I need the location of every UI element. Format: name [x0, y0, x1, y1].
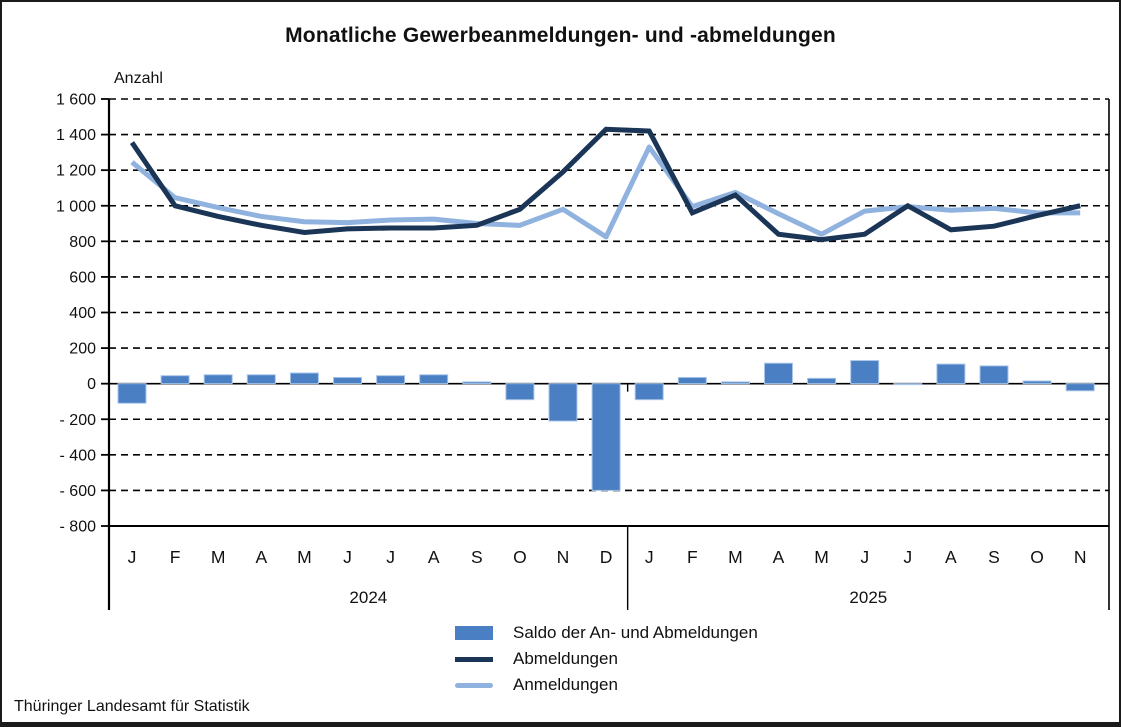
- svg-text:F: F: [687, 547, 698, 567]
- svg-text:J: J: [386, 547, 395, 567]
- svg-text:M: M: [814, 547, 829, 567]
- legend-item-saldo: Saldo der An- und Abmeldungen: [455, 622, 758, 644]
- svg-text:1 000: 1 000: [56, 198, 96, 215]
- saldo-bar-swatch-icon: [455, 626, 493, 640]
- svg-text:A: A: [255, 547, 267, 567]
- svg-text:D: D: [600, 547, 613, 567]
- svg-text:J: J: [128, 547, 137, 567]
- y-axis-unit-label: Anzahl: [114, 70, 163, 87]
- svg-text:A: A: [428, 547, 440, 567]
- svg-text:J: J: [645, 547, 654, 567]
- svg-text:- 400: - 400: [60, 447, 97, 464]
- chart-title: Monatliche Gewerbeanmeldungen- und -abme…: [285, 24, 836, 47]
- svg-text:S: S: [988, 547, 1000, 567]
- svg-text:O: O: [1030, 547, 1044, 567]
- svg-text:400: 400: [69, 305, 96, 322]
- anmeldungen-line-swatch-icon: [455, 682, 493, 688]
- svg-text:- 800: - 800: [60, 519, 97, 536]
- svg-text:0: 0: [87, 376, 96, 393]
- legend-label-anmeldungen: Anmeldungen: [513, 675, 618, 694]
- svg-text:N: N: [1074, 547, 1087, 567]
- svg-text:A: A: [945, 547, 957, 567]
- legend-item-anmeldungen: Anmeldungen: [455, 674, 758, 696]
- svg-text:- 200: - 200: [60, 412, 97, 429]
- svg-text:1 400: 1 400: [56, 127, 96, 144]
- source-attribution: Thüringer Landesamt für Statistik: [14, 698, 250, 715]
- legend-item-abmeldungen: Abmeldungen: [455, 648, 758, 670]
- svg-text:O: O: [513, 547, 527, 567]
- svg-text:M: M: [297, 547, 312, 567]
- abmeldungen-line-swatch-icon: [455, 656, 493, 662]
- svg-text:M: M: [211, 547, 226, 567]
- svg-text:J: J: [343, 547, 352, 567]
- svg-text:- 600: - 600: [60, 483, 97, 500]
- chart-legend: Saldo der An- und Abmeldungen Abmeldunge…: [455, 622, 758, 700]
- svg-text:2024: 2024: [349, 588, 387, 607]
- svg-text:A: A: [773, 547, 785, 567]
- svg-text:J: J: [860, 547, 869, 567]
- svg-text:800: 800: [69, 234, 96, 251]
- svg-text:N: N: [557, 547, 570, 567]
- svg-text:J: J: [903, 547, 912, 567]
- legend-label-abmeldungen: Abmeldungen: [513, 649, 618, 668]
- svg-text:2025: 2025: [849, 588, 887, 607]
- svg-text:600: 600: [69, 269, 96, 286]
- svg-text:F: F: [170, 547, 181, 567]
- legend-label-saldo: Saldo der An- und Abmeldungen: [513, 623, 758, 642]
- svg-text:200: 200: [69, 341, 96, 358]
- svg-text:1 600: 1 600: [56, 92, 96, 109]
- svg-text:M: M: [728, 547, 743, 567]
- svg-text:1 200: 1 200: [56, 163, 96, 180]
- svg-text:S: S: [471, 547, 483, 567]
